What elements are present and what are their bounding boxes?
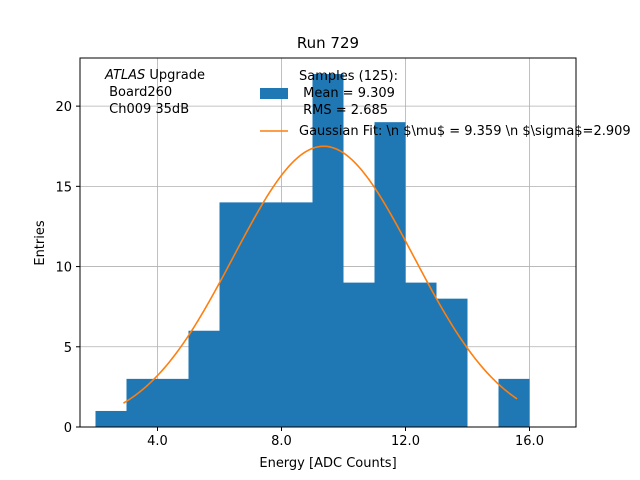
histogram-bar-10 xyxy=(405,282,437,427)
atlas-annotation: ATLAS Upgrade Board260 Ch009 35dB xyxy=(104,68,205,117)
histogram-bar-0 xyxy=(95,410,127,427)
histogram-bar-6 xyxy=(281,202,313,427)
x-tick-label-1: 8.0 xyxy=(271,434,292,449)
gaussian-fit xyxy=(122,145,518,404)
gaussian-fit-curve xyxy=(122,145,518,404)
annotation-experiment: ATLAS xyxy=(104,68,145,83)
histogram-bar-4 xyxy=(219,202,251,427)
histogram-bar-1 xyxy=(126,378,158,427)
histogram-bar-2 xyxy=(157,378,189,427)
y-tick-label-3: 15 xyxy=(55,180,72,195)
histogram-bar-11 xyxy=(436,298,468,427)
y-tick-label-4: 20 xyxy=(55,100,72,115)
legend: Samples (125): Mean = 9.309 RMS = 2.685 … xyxy=(260,69,631,139)
histogram-bar-9 xyxy=(374,122,406,427)
annotation-line-1: ATLAS Upgrade xyxy=(104,68,205,83)
x-tick-label-0: 4.0 xyxy=(147,434,168,449)
y-tick-label-1: 5 xyxy=(64,341,72,356)
legend-hist-line-1: Samples (125): xyxy=(299,69,398,84)
histogram-bar-7 xyxy=(312,74,344,427)
x-axis-ticks: 4.0 8.0 12.0 16.0 xyxy=(147,427,544,449)
legend-hist-line-2: Mean = 9.309 xyxy=(299,86,395,101)
histogram-bar-8 xyxy=(343,282,375,427)
y-tick-label-0: 0 xyxy=(64,421,72,436)
y-axis-ticks: 0 5 10 15 20 xyxy=(55,100,80,436)
chart-title: Run 729 xyxy=(297,34,359,52)
x-tick-label-2: 12.0 xyxy=(391,434,420,449)
annotation-board: Board260 xyxy=(105,85,172,100)
annotation-channel: Ch009 35dB xyxy=(105,102,189,117)
annotation-experiment-suffix: Upgrade xyxy=(145,68,205,83)
histogram-bar-3 xyxy=(188,330,220,427)
y-axis-label: Entries xyxy=(33,220,48,266)
histogram-bar-5 xyxy=(250,202,282,427)
histogram-bars xyxy=(95,74,530,427)
y-tick-label-2: 10 xyxy=(55,261,72,276)
histogram-bar-13 xyxy=(498,378,530,427)
legend-fit-label: Gaussian Fit: \n $\mu$ = 9.359 \n $\sigm… xyxy=(299,124,631,139)
legend-hist-swatch xyxy=(260,88,288,99)
plot-frame xyxy=(79,57,577,428)
x-axis-label: Energy [ADC Counts] xyxy=(259,456,396,471)
x-tick-label-3: 16.0 xyxy=(515,434,544,449)
legend-hist-line-3: RMS = 2.685 xyxy=(299,103,388,118)
